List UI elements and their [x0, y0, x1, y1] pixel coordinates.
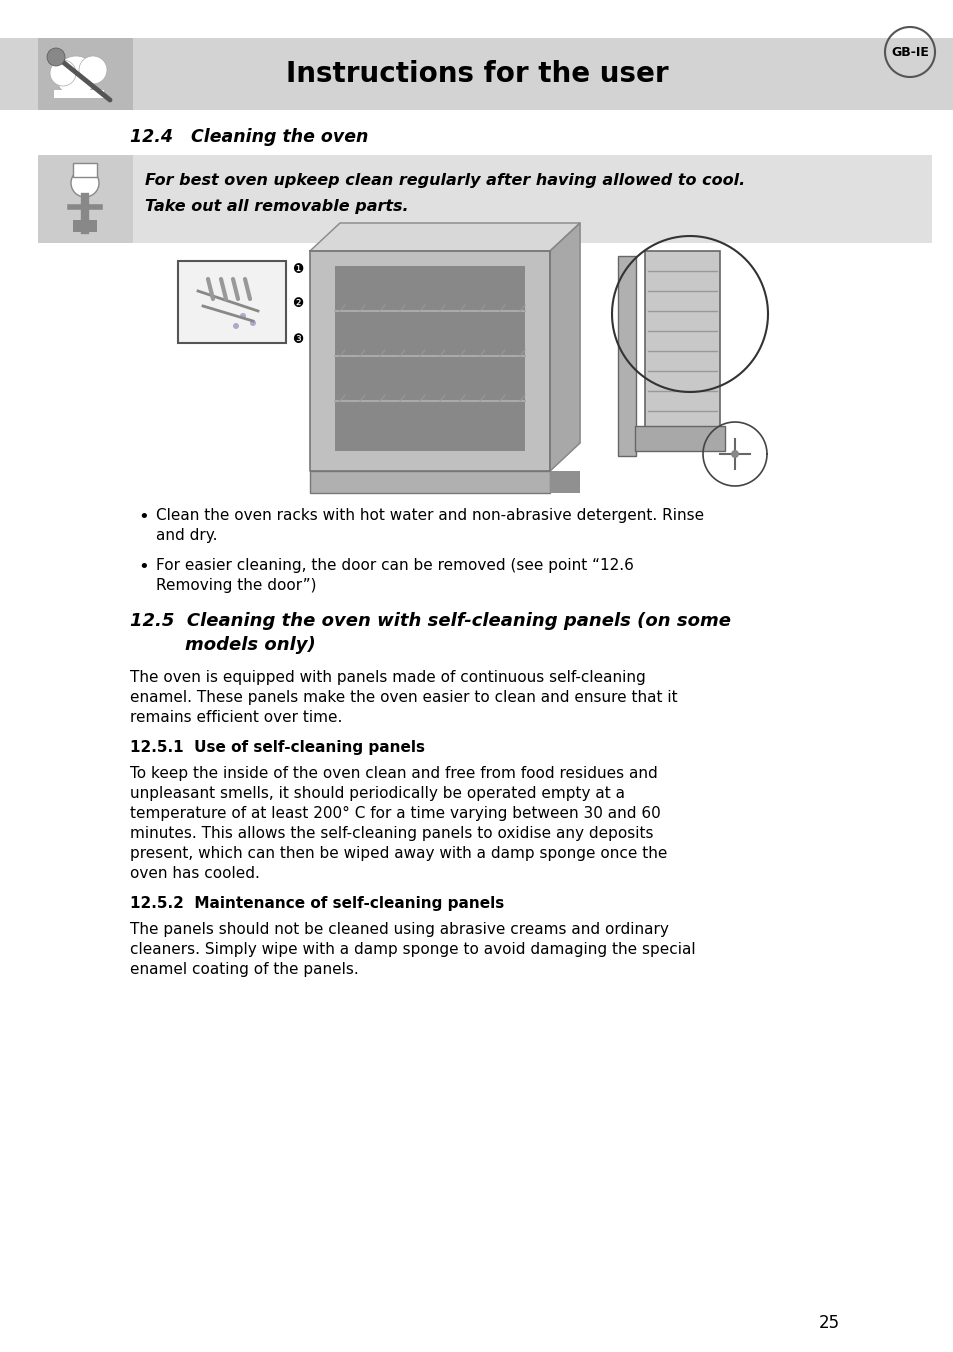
Bar: [310, 251, 550, 470]
Bar: [550, 470, 579, 493]
Text: The panels should not be cleaned using abrasive creams and ordinary: The panels should not be cleaned using a…: [130, 922, 668, 937]
Text: Clean the oven racks with hot water and non-abrasive detergent. Rinse: Clean the oven racks with hot water and …: [156, 508, 703, 523]
Bar: [618, 256, 636, 456]
Circle shape: [47, 49, 65, 66]
Text: unpleasant smells, it should periodically be operated empty at a: unpleasant smells, it should periodicall…: [130, 786, 624, 800]
Circle shape: [56, 55, 96, 96]
Circle shape: [730, 450, 739, 458]
Text: 12.5.2  Maintenance of self-cleaning panels: 12.5.2 Maintenance of self-cleaning pane…: [130, 896, 504, 911]
Text: present, which can then be wiped away with a damp sponge once the: present, which can then be wiped away wi…: [130, 846, 667, 861]
Text: 12.4   Cleaning the oven: 12.4 Cleaning the oven: [130, 128, 368, 146]
Text: 12.5.1  Use of self-cleaning panels: 12.5.1 Use of self-cleaning panels: [130, 740, 424, 754]
Text: Instructions for the user: Instructions for the user: [285, 59, 668, 88]
Polygon shape: [310, 223, 579, 251]
Text: ❷: ❷: [292, 297, 303, 310]
Text: models only): models only): [185, 635, 315, 654]
Polygon shape: [550, 223, 579, 470]
Bar: [644, 251, 720, 431]
Text: 12.5  Cleaning the oven with self-cleaning panels (on some: 12.5 Cleaning the oven with self-cleanin…: [130, 612, 730, 630]
Text: cleaners. Simply wipe with a damp sponge to avoid damaging the special: cleaners. Simply wipe with a damp sponge…: [130, 942, 695, 957]
Bar: [178, 261, 286, 343]
Text: Take out all removable parts.: Take out all removable parts.: [145, 199, 408, 214]
Bar: [73, 220, 97, 233]
Bar: [54, 91, 104, 97]
Bar: [310, 470, 550, 493]
Circle shape: [79, 55, 107, 84]
Text: The oven is equipped with panels made of continuous self-cleaning: The oven is equipped with panels made of…: [130, 671, 645, 685]
Text: For best oven upkeep clean regularly after having allowed to cool.: For best oven upkeep clean regularly aft…: [145, 173, 744, 188]
Text: remains efficient over time.: remains efficient over time.: [130, 710, 342, 725]
Text: enamel. These panels make the oven easier to clean and ensure that it: enamel. These panels make the oven easie…: [130, 690, 677, 704]
Text: •: •: [138, 508, 149, 526]
Bar: [335, 266, 524, 452]
Bar: [73, 164, 97, 177]
Text: enamel coating of the panels.: enamel coating of the panels.: [130, 963, 358, 977]
Circle shape: [250, 320, 255, 326]
Text: ❶: ❶: [292, 264, 303, 276]
Text: GB-IE: GB-IE: [890, 46, 928, 58]
Text: temperature of at least 200° C for a time varying between 30 and 60: temperature of at least 200° C for a tim…: [130, 806, 660, 821]
Bar: [635, 426, 724, 452]
Text: •: •: [138, 558, 149, 576]
Text: For easier cleaning, the door can be removed (see point “12.6: For easier cleaning, the door can be rem…: [156, 558, 633, 573]
Bar: [38, 155, 931, 243]
Text: minutes. This allows the self-cleaning panels to oxidise any deposits: minutes. This allows the self-cleaning p…: [130, 826, 653, 841]
Bar: [0, 38, 953, 110]
Circle shape: [50, 59, 76, 87]
Text: oven has cooled.: oven has cooled.: [130, 867, 259, 882]
Text: To keep the inside of the oven clean and free from food residues and: To keep the inside of the oven clean and…: [130, 767, 657, 781]
Circle shape: [240, 314, 246, 319]
Text: Removing the door”): Removing the door”): [156, 579, 316, 594]
Bar: [38, 155, 132, 243]
Circle shape: [233, 323, 239, 329]
Bar: [38, 38, 132, 110]
Text: 25: 25: [818, 1314, 840, 1332]
Text: and dry.: and dry.: [156, 529, 217, 544]
Text: ❸: ❸: [292, 333, 303, 346]
Circle shape: [71, 169, 99, 197]
